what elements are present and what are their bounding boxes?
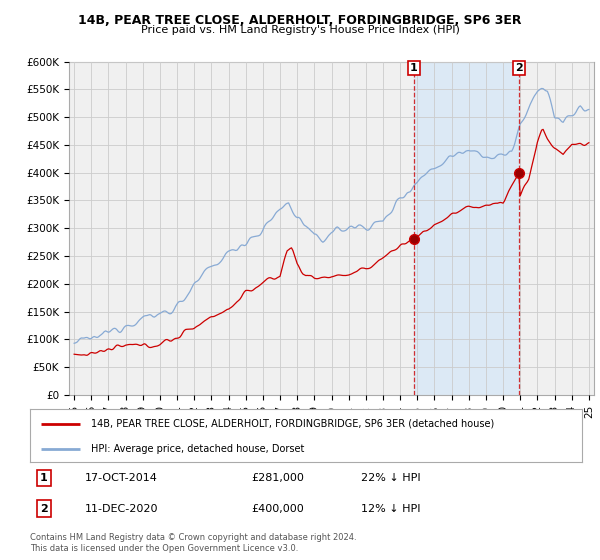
Text: 1: 1: [40, 473, 47, 483]
Text: £400,000: £400,000: [251, 503, 304, 514]
Text: 22% ↓ HPI: 22% ↓ HPI: [361, 473, 421, 483]
Text: 14B, PEAR TREE CLOSE, ALDERHOLT, FORDINGBRIDGE, SP6 3ER: 14B, PEAR TREE CLOSE, ALDERHOLT, FORDING…: [78, 14, 522, 27]
Text: 2: 2: [40, 503, 47, 514]
Text: 11-DEC-2020: 11-DEC-2020: [85, 503, 158, 514]
Text: 14B, PEAR TREE CLOSE, ALDERHOLT, FORDINGBRIDGE, SP6 3ER (detached house): 14B, PEAR TREE CLOSE, ALDERHOLT, FORDING…: [91, 419, 494, 429]
Text: 12% ↓ HPI: 12% ↓ HPI: [361, 503, 421, 514]
Text: Contains HM Land Registry data © Crown copyright and database right 2024.
This d: Contains HM Land Registry data © Crown c…: [30, 533, 356, 553]
Text: 2: 2: [515, 63, 523, 73]
Text: 17-OCT-2014: 17-OCT-2014: [85, 473, 158, 483]
Text: HPI: Average price, detached house, Dorset: HPI: Average price, detached house, Dors…: [91, 444, 304, 454]
Bar: [414, 62, 520, 395]
Text: £281,000: £281,000: [251, 473, 304, 483]
Text: Price paid vs. HM Land Registry's House Price Index (HPI): Price paid vs. HM Land Registry's House …: [140, 25, 460, 35]
Text: 1: 1: [410, 63, 418, 73]
